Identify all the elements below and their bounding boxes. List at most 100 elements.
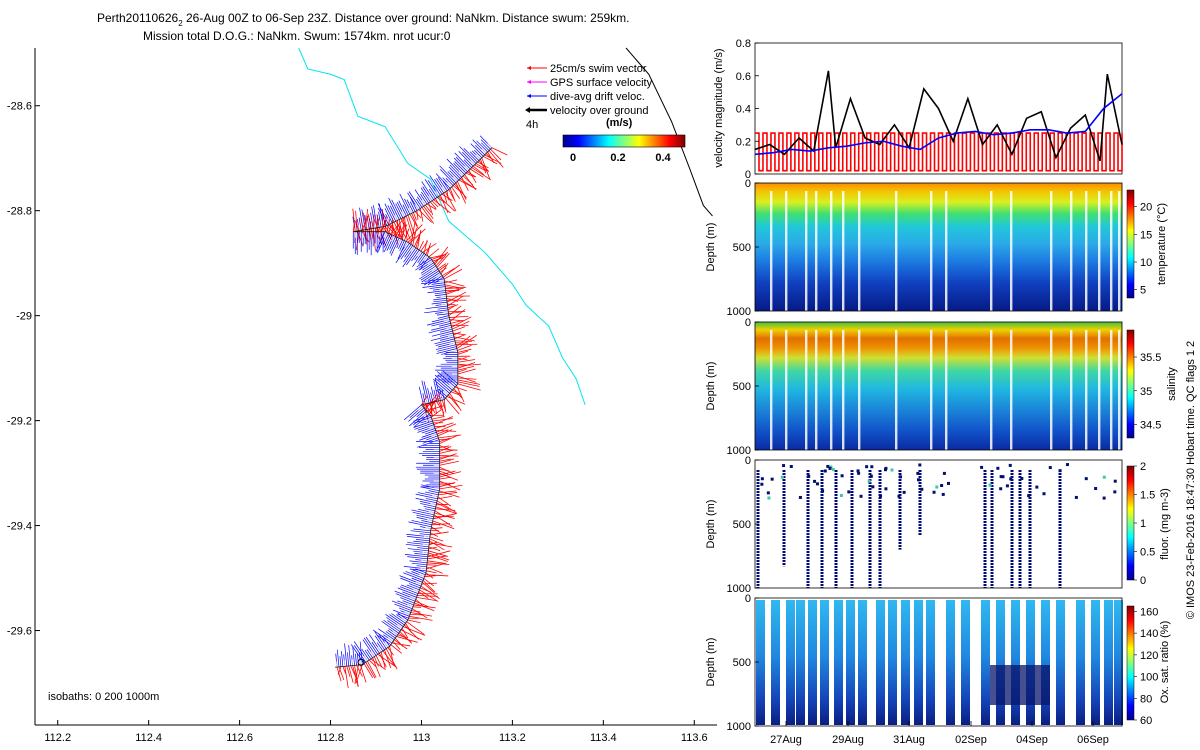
drift-vector bbox=[437, 346, 457, 352]
drift-vector bbox=[403, 404, 422, 421]
depth-tick-label: 0 bbox=[745, 455, 751, 467]
profile-gap bbox=[1070, 191, 1073, 311]
fluor-sample bbox=[1094, 487, 1098, 491]
ground-vector bbox=[397, 624, 403, 629]
profile-gap bbox=[805, 191, 808, 311]
drift-vector bbox=[480, 139, 491, 150]
profile-gap bbox=[785, 330, 788, 450]
depth-tick-label: 500 bbox=[733, 381, 751, 393]
drift-vector bbox=[408, 191, 421, 209]
profile-gap bbox=[805, 330, 808, 450]
drift-vector bbox=[382, 233, 389, 246]
swim-vector bbox=[413, 604, 436, 609]
swim-vector bbox=[447, 295, 464, 307]
swim-vector bbox=[452, 326, 466, 332]
ground-vector bbox=[449, 342, 456, 345]
fluor-sample bbox=[831, 468, 835, 472]
drift-vector bbox=[402, 591, 417, 598]
swim-vector bbox=[457, 357, 467, 361]
drift-vector bbox=[417, 253, 425, 263]
drift-vector bbox=[420, 187, 431, 203]
ground-vector bbox=[357, 224, 360, 231]
drift-vector bbox=[388, 197, 400, 220]
ground-vector bbox=[384, 232, 388, 239]
profile-gap bbox=[990, 330, 993, 450]
fluor-sample bbox=[947, 481, 951, 485]
swim-vector bbox=[426, 242, 431, 256]
swim-vector bbox=[428, 407, 436, 415]
drift-vector bbox=[434, 378, 441, 401]
fluor-sample bbox=[902, 490, 906, 494]
drift-vector bbox=[413, 528, 431, 532]
fluor-sample bbox=[1009, 477, 1013, 481]
colorbar-tick-label: 60 bbox=[1140, 715, 1152, 727]
ground-vector bbox=[422, 551, 429, 554]
drift-vector bbox=[391, 600, 413, 610]
swim-vector bbox=[487, 151, 495, 164]
drift-vector bbox=[395, 593, 416, 602]
swim-vector bbox=[430, 532, 439, 537]
fluor-sample bbox=[1020, 476, 1024, 480]
drift-vector bbox=[439, 165, 457, 184]
swim-vector bbox=[457, 363, 482, 367]
swim-vector bbox=[435, 506, 457, 514]
swim-vector bbox=[436, 401, 442, 411]
map-axes-box bbox=[35, 48, 717, 725]
oxygen-profile bbox=[946, 600, 955, 725]
fluor-sample bbox=[847, 490, 851, 494]
swim-vector bbox=[409, 228, 426, 244]
swim-vector bbox=[447, 394, 460, 408]
swim-vector bbox=[490, 148, 502, 161]
drift-vector bbox=[421, 191, 429, 204]
drift-vector bbox=[415, 493, 438, 500]
ground-vector bbox=[425, 527, 432, 530]
swim-vector bbox=[457, 362, 476, 369]
swim-vector bbox=[409, 615, 433, 621]
swim-vector bbox=[422, 580, 436, 593]
ground-vector bbox=[431, 495, 438, 498]
ground-vector bbox=[458, 171, 464, 177]
fluorescence-colorbar-label: fluor. (mg m-3) bbox=[1159, 488, 1171, 560]
swim-vector bbox=[457, 368, 467, 373]
swim-vector bbox=[411, 610, 421, 613]
depth-tick-label: 1000 bbox=[727, 445, 751, 457]
swim-vector bbox=[425, 393, 438, 410]
swim-vector bbox=[384, 649, 392, 669]
legend-gps-arrow bbox=[527, 80, 531, 84]
drift-vector bbox=[400, 244, 412, 260]
drift-vector bbox=[387, 620, 402, 631]
velocity-tick-label: 0.4 bbox=[736, 104, 751, 116]
fluorescence-y-label: Depth (m) bbox=[705, 500, 717, 549]
ground-vector bbox=[423, 412, 429, 417]
ground-vector bbox=[404, 242, 409, 248]
drift-vector bbox=[423, 381, 430, 404]
drift-vector bbox=[398, 200, 407, 217]
swim-vector bbox=[447, 304, 459, 309]
swim-vector bbox=[457, 379, 480, 385]
drift-vector bbox=[383, 233, 391, 248]
swim-vector bbox=[465, 172, 475, 178]
swim-vector bbox=[431, 254, 445, 260]
swim-vector bbox=[484, 154, 502, 164]
drift-vector bbox=[376, 642, 384, 652]
ground-vector bbox=[407, 604, 414, 608]
swim-vector bbox=[406, 621, 425, 635]
oxygen-profile bbox=[796, 600, 805, 725]
drift-vector bbox=[431, 330, 453, 337]
drift-vector bbox=[429, 286, 446, 289]
ground-vector bbox=[401, 618, 407, 622]
fluorescence-profiles bbox=[756, 463, 1117, 588]
fluor-sample bbox=[869, 474, 873, 478]
isobath-note: isobaths: 0 200 1000m bbox=[48, 691, 159, 703]
drift-vector bbox=[354, 645, 367, 663]
drift-vector bbox=[421, 181, 434, 200]
swim-vector bbox=[448, 305, 462, 316]
swim-vector bbox=[368, 659, 377, 668]
drift-vector bbox=[440, 169, 455, 185]
swim-vector bbox=[454, 386, 467, 392]
fluor-sample bbox=[920, 487, 924, 491]
map-y-tick-label: -29.6 bbox=[7, 626, 32, 638]
colorbar-tick-label: 34.5 bbox=[1140, 420, 1161, 432]
swim-vector bbox=[440, 262, 449, 275]
oxygen-profile bbox=[888, 600, 897, 725]
